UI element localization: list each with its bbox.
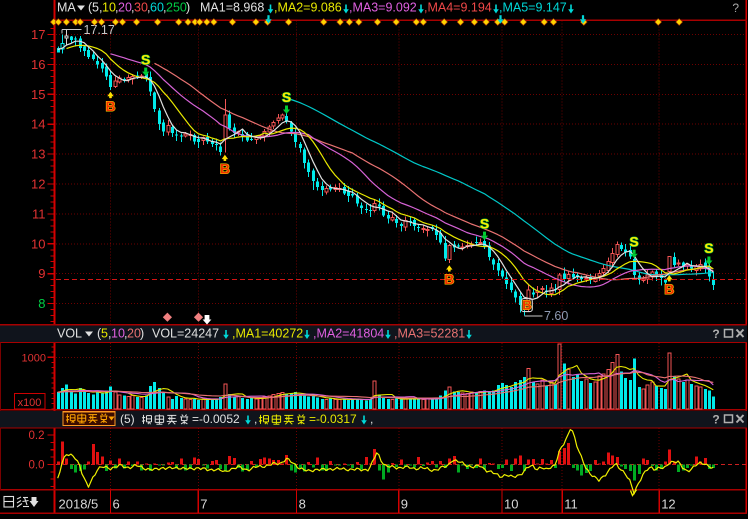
svg-text:,MA2=41804: ,MA2=41804 xyxy=(313,327,384,341)
svg-text:,: , xyxy=(370,412,373,426)
svg-text:(5): (5) xyxy=(120,412,135,426)
svg-text:10: 10 xyxy=(504,497,518,512)
svg-text:9: 9 xyxy=(401,497,408,512)
svg-text:,MA3=9.092: ,MA3=9.092 xyxy=(349,1,417,15)
svg-text:0.0: 0.0 xyxy=(29,459,45,471)
svg-text:7.60: 7.60 xyxy=(544,309,568,323)
svg-text:10: 10 xyxy=(31,236,45,251)
svg-text:S: S xyxy=(704,240,713,256)
svg-text:20: 20 xyxy=(118,1,132,15)
svg-text:17.17: 17.17 xyxy=(84,23,115,37)
svg-text:10: 10 xyxy=(102,1,116,15)
svg-text:60: 60 xyxy=(150,1,164,15)
svg-text:11: 11 xyxy=(32,206,46,221)
svg-text:VOL=24247: VOL=24247 xyxy=(152,327,219,341)
svg-text:,MA3=52281: ,MA3=52281 xyxy=(394,327,465,341)
svg-text:6: 6 xyxy=(113,497,120,512)
svg-text:?: ? xyxy=(712,327,719,341)
svg-text:B: B xyxy=(105,98,115,114)
svg-text:S: S xyxy=(141,51,150,67)
svg-text:,MA4=9.194: ,MA4=9.194 xyxy=(424,1,492,15)
svg-text:8: 8 xyxy=(38,296,45,311)
svg-text:S: S xyxy=(282,89,291,105)
svg-text:,MA5=9.147: ,MA5=9.147 xyxy=(499,1,567,15)
svg-text:15: 15 xyxy=(31,87,45,102)
svg-text:5: 5 xyxy=(101,327,108,341)
svg-text:): ) xyxy=(140,327,144,341)
svg-text:17: 17 xyxy=(31,27,45,42)
svg-text:): ) xyxy=(186,1,190,15)
svg-text:=-0.0317: =-0.0317 xyxy=(309,412,357,426)
svg-text:B: B xyxy=(444,271,454,287)
svg-text:B: B xyxy=(522,298,531,313)
svg-text:0.2: 0.2 xyxy=(29,430,45,442)
svg-text:14: 14 xyxy=(31,117,45,132)
svg-text:?: ? xyxy=(732,1,739,15)
svg-text:8: 8 xyxy=(299,497,306,512)
svg-text:,MA1=40272: ,MA1=40272 xyxy=(232,327,303,341)
svg-text:?: ? xyxy=(712,413,719,427)
svg-text:250: 250 xyxy=(166,1,187,15)
svg-text:MA: MA xyxy=(57,1,76,15)
svg-text:2018/5: 2018/5 xyxy=(59,497,99,512)
svg-text:=-0.0052: =-0.0052 xyxy=(192,412,240,426)
svg-text:VOL: VOL xyxy=(57,327,82,341)
svg-text:,MA2=9.086: ,MA2=9.086 xyxy=(274,1,342,15)
svg-text:12: 12 xyxy=(31,177,45,192)
svg-text:7: 7 xyxy=(200,497,207,512)
svg-text:S: S xyxy=(629,233,638,249)
svg-text:11: 11 xyxy=(564,497,578,512)
svg-text:S: S xyxy=(480,215,489,231)
svg-text:5: 5 xyxy=(92,1,99,15)
svg-text:10: 10 xyxy=(111,327,125,341)
svg-text:,: , xyxy=(254,412,257,426)
svg-text:30: 30 xyxy=(134,1,148,15)
svg-text:MA1=8.968: MA1=8.968 xyxy=(200,1,264,15)
svg-text:1000: 1000 xyxy=(22,352,46,364)
svg-text:B: B xyxy=(220,161,230,177)
svg-text:16: 16 xyxy=(31,57,45,72)
svg-text:x100: x100 xyxy=(18,397,42,409)
svg-text:B: B xyxy=(664,281,674,297)
svg-text:9: 9 xyxy=(38,266,45,281)
svg-text:20: 20 xyxy=(127,327,141,341)
svg-text:12: 12 xyxy=(661,497,675,512)
svg-text:13: 13 xyxy=(31,147,45,162)
